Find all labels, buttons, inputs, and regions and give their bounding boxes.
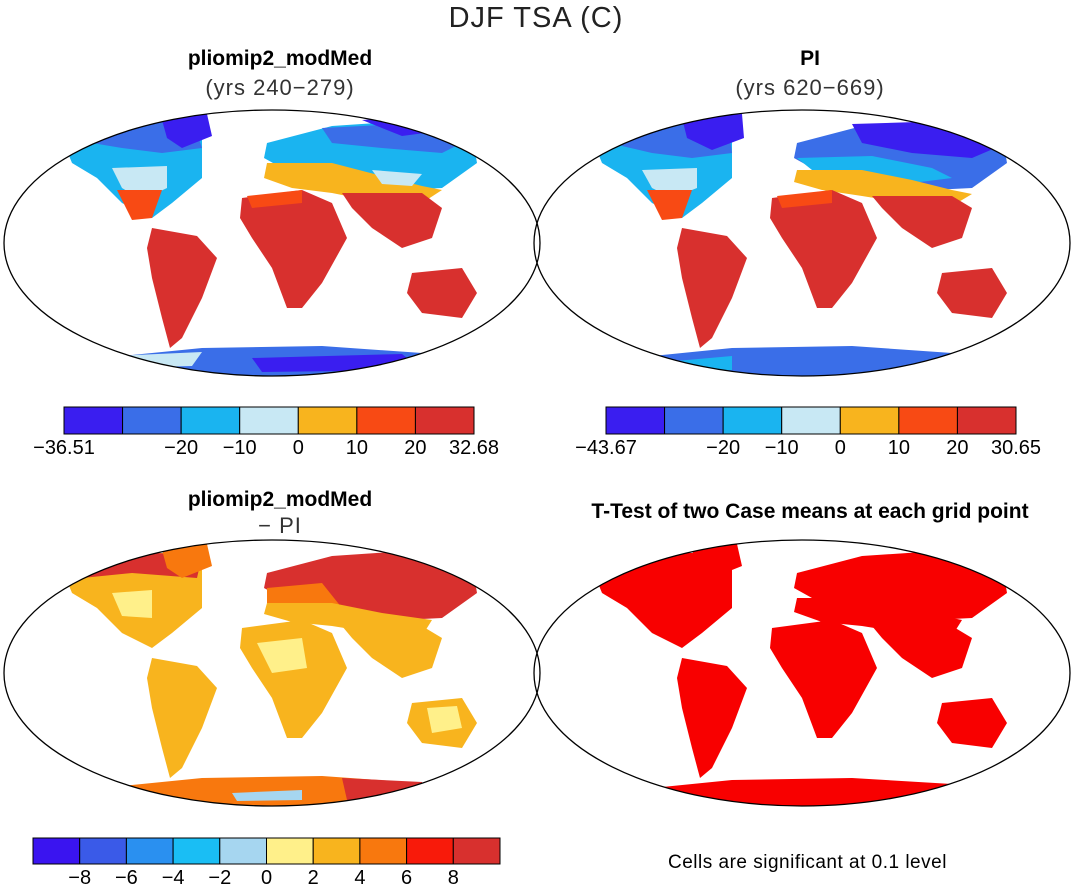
colorbar-top-right: −43.67 −20 −10 0 10 20 30.65 — [575, 406, 1041, 466]
land-greenland — [682, 114, 744, 150]
colorbar-swatch — [172, 837, 221, 865]
colorbar-swatch — [79, 837, 127, 865]
colorbar-swatch — [63, 406, 124, 435]
colorbar-swatch — [956, 406, 1017, 435]
land-africa — [240, 620, 347, 738]
land-eurasia — [794, 550, 1007, 620]
colorbar-tick-label: 0 — [260, 867, 273, 889]
colorbar-swatch — [359, 837, 408, 865]
significance-note: Cells are significant at 0.1 level — [668, 852, 947, 873]
colorbar-tick-label: −8 — [68, 867, 92, 889]
land-eurasia — [264, 550, 477, 620]
colorbar-swatch — [266, 837, 314, 865]
colorbar-swatches — [32, 837, 501, 865]
colorbar-tick-label: 10 — [887, 437, 910, 459]
panel-subtitle-bottom-left: − PI — [258, 513, 302, 538]
land-australia — [407, 268, 477, 318]
colorbar-tick-label: 2 — [307, 867, 319, 889]
colorbar-swatch — [356, 406, 416, 435]
colorbar-swatch — [32, 837, 81, 865]
colorbar-tick-label: −2 — [208, 867, 232, 889]
colorbar-swatch — [297, 406, 358, 435]
colorbar-swatches — [63, 406, 475, 435]
colorbar-swatch — [406, 837, 454, 865]
map-bottom-right — [533, 539, 1071, 807]
colorbar-tick-label: 20 — [404, 437, 427, 459]
panel-title-top-right: PI — [800, 47, 820, 70]
colorbar-tick-label: 30.65 — [990, 437, 1042, 459]
colorbar-tick-label: −43.67 — [575, 437, 637, 459]
colorbar-swatch — [664, 406, 724, 435]
colorbar-tick-label: −6 — [114, 867, 138, 889]
map-bottom-left — [3, 539, 541, 807]
colorbar-swatch — [898, 406, 958, 435]
land-australia — [937, 698, 1007, 748]
land-greenland — [162, 544, 212, 578]
land-south-asia — [872, 196, 972, 248]
map-top-right — [533, 109, 1071, 377]
land-africa — [240, 190, 347, 308]
colorbar-swatch — [722, 406, 783, 435]
land-greenland — [162, 114, 212, 148]
panel-title-bottom-left: pliomip2_modMed — [187, 488, 373, 511]
colorbar-tick-label: 20 — [946, 437, 969, 459]
panel-title-bottom-right: T-Test of two Case means at each grid po… — [591, 500, 1029, 523]
land-greenland — [692, 544, 742, 578]
land-north-america — [592, 550, 732, 648]
colorbar-tick-label: −36.51 — [33, 437, 95, 459]
colorbar-swatch — [452, 837, 501, 865]
colorbar-bottom: −8 −6 −4 −2 0 2 4 6 8 — [32, 837, 501, 889]
panel-subtitle-top-left: (yrs 240−279) — [205, 75, 355, 100]
land-south-asia — [872, 626, 972, 678]
colorbar-tick-label: 8 — [447, 867, 459, 889]
colorbar-tick-label: 10 — [345, 437, 368, 459]
colorbar-swatch — [122, 406, 182, 435]
panel-subtitle-top-right: (yrs 620−669) — [735, 75, 885, 100]
colorbar-tick-label: −10 — [764, 437, 799, 459]
land-africa — [770, 190, 877, 308]
colorbar-tick-label: −20 — [706, 437, 741, 459]
colorbar-tick-label: 6 — [401, 867, 413, 889]
colorbar-tick-label: 0 — [292, 437, 304, 459]
land-australia — [937, 268, 1007, 318]
colorbar-swatch — [605, 406, 666, 435]
land-south-america — [677, 228, 747, 348]
colorbar-tick-label: −10 — [222, 437, 257, 459]
colorbar-tick-label: −4 — [161, 867, 185, 889]
colorbar-swatch — [180, 406, 241, 435]
colorbar-tick-label: 0 — [834, 437, 846, 459]
colorbar-swatch — [312, 837, 361, 865]
colorbar-swatch — [125, 837, 174, 865]
colorbar-tick-label: 32.68 — [448, 437, 500, 459]
figure-title: DJF TSA (C) — [448, 2, 624, 34]
land-africa — [770, 620, 877, 738]
panel-title-top-left: pliomip2_modMed — [187, 47, 373, 70]
land-south-america — [147, 658, 217, 778]
land-south-america — [677, 658, 747, 778]
colorbar-tick-label: 4 — [354, 867, 366, 889]
map-top-left — [3, 109, 541, 377]
colorbar-swatch — [219, 837, 268, 865]
land-south-asia — [342, 626, 442, 678]
land-south-america — [147, 228, 217, 348]
colorbar-swatch — [239, 406, 299, 435]
colorbar-swatch — [781, 406, 841, 435]
colorbar-swatches — [605, 406, 1017, 435]
colorbar-swatch — [839, 406, 900, 435]
colorbar-top-left: −36.51 −20 −10 0 10 20 32.68 — [33, 406, 499, 466]
land-south-asia — [342, 193, 442, 248]
colorbar-tick-label: −20 — [164, 437, 199, 459]
colorbar-swatch — [414, 406, 475, 435]
